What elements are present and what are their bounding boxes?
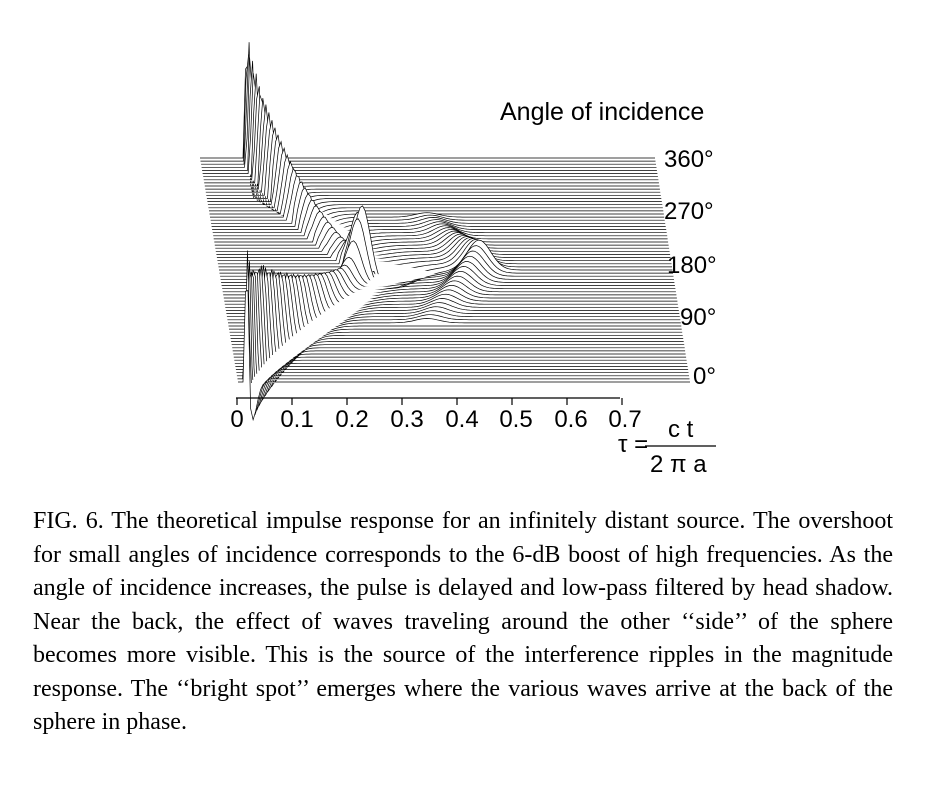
impulse-trace <box>231 269 685 367</box>
impulse-trace <box>235 269 688 398</box>
angle-label-180: 180° <box>667 252 717 279</box>
trace-mask <box>216 235 671 260</box>
x-tick-label: 0.5 <box>499 406 532 433</box>
impulse-response-figure: Angle of incidence 360° 270° 180° 90° 0°… <box>200 42 717 478</box>
impulse-trace <box>218 211 672 283</box>
impulse-trace <box>214 216 669 250</box>
x-axis-ticks <box>236 398 623 405</box>
impulse-trace <box>209 153 664 228</box>
angle-label-0: 0° <box>693 363 716 390</box>
impulse-trace <box>217 237 671 268</box>
trace-mask <box>225 274 679 317</box>
impulse-trace <box>213 205 668 245</box>
impulse-trace <box>210 167 665 232</box>
impulse-trace <box>211 186 666 238</box>
impulse-trace <box>234 268 687 389</box>
tau-denominator: 2 π a <box>650 451 707 478</box>
impulse-trace <box>220 240 674 287</box>
impulse-trace <box>227 273 681 334</box>
legend-title: Angle of incidence <box>500 98 704 126</box>
trace-mask <box>223 272 677 306</box>
angle-label-270: 270° <box>664 198 714 225</box>
impulse-trace <box>217 228 672 275</box>
impulse-trace <box>219 218 673 290</box>
impulse-trace <box>214 221 669 253</box>
impulse-trace <box>233 265 687 385</box>
x-tick-label: 0.6 <box>554 406 587 433</box>
impulse-trace <box>210 175 665 234</box>
impulse-trace <box>236 261 689 411</box>
impulse-trace <box>232 272 685 371</box>
angle-labels: 360° 270° 180° 90° 0° <box>664 146 717 390</box>
impulse-trace <box>236 272 689 407</box>
impulse-trace <box>208 147 663 226</box>
impulse-trace <box>237 250 690 416</box>
x-tick-label: 0.1 <box>280 406 313 433</box>
trace-mask <box>224 273 678 309</box>
impulse-trace <box>238 290 690 422</box>
impulse-trace <box>233 264 686 380</box>
x-tick-label: 0.7 <box>608 406 641 433</box>
angle-label-360: 360° <box>664 146 714 173</box>
x-tick-label: 0.3 <box>390 406 423 433</box>
impulse-trace <box>215 226 670 255</box>
x-tick-label: 0.2 <box>335 406 368 433</box>
figure-caption: FIG. 6. The theoretical impulse response… <box>33 508 893 735</box>
impulse-trace <box>216 234 671 260</box>
impulse-trace <box>235 271 689 403</box>
impulse-trace <box>215 232 670 258</box>
impulse-trace <box>226 274 680 329</box>
angle-label-90: 90° <box>680 304 716 331</box>
trace-mask <box>200 54 656 198</box>
impulse-trace <box>219 205 673 289</box>
impulse-trace <box>228 273 681 338</box>
impulse-trace <box>212 199 667 243</box>
impulse-trace <box>213 210 668 248</box>
x-tick-label: 0.4 <box>445 406 478 433</box>
trace-mask <box>216 236 671 263</box>
tau-definition: τ = c t 2 π a <box>618 416 716 478</box>
impulse-trace <box>212 193 667 241</box>
impulse-trace <box>211 181 666 236</box>
waterfall-traces <box>200 42 690 422</box>
impulse-trace <box>216 236 671 263</box>
impulse-trace <box>232 267 686 376</box>
x-tick-labels: 0 0.1 0.2 0.3 0.4 0.5 0.6 0.7 <box>230 406 641 433</box>
impulse-trace <box>234 271 688 393</box>
tau-numerator: c t <box>668 416 694 443</box>
x-tick-label: 0 <box>230 406 243 433</box>
trace-mask <box>217 237 671 267</box>
tau-symbol: τ = <box>618 431 648 458</box>
